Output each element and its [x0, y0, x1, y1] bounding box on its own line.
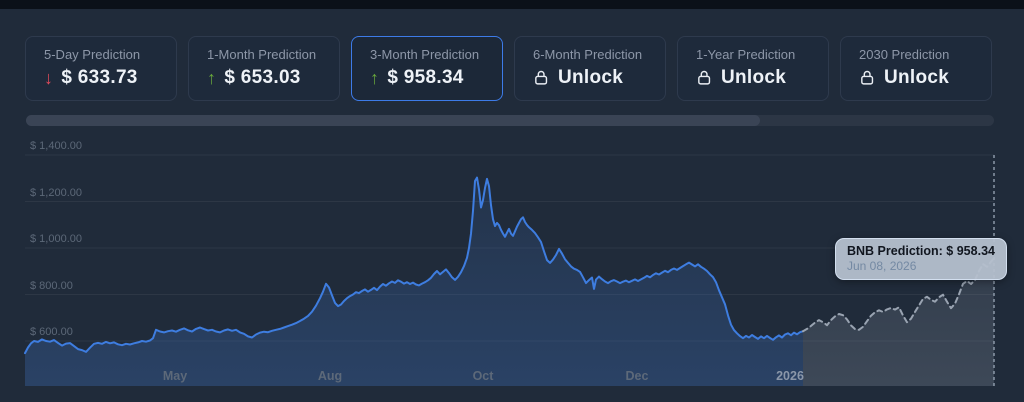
card-title: 5-Day Prediction	[44, 47, 141, 62]
window-top-edge	[0, 0, 1024, 9]
lock-icon	[696, 69, 713, 86]
card-value: ↑ $ 958.34	[370, 67, 502, 89]
y-axis-tick-label: $ 1,000.00	[30, 233, 82, 245]
y-axis-tick-label: $ 800.00	[30, 279, 73, 292]
lock-icon	[859, 69, 876, 86]
x-axis-tick-label: Dec	[625, 369, 649, 383]
chart-horizontal-scrollbar[interactable]	[26, 115, 994, 126]
card-title: 3-Month Prediction	[370, 47, 480, 62]
x-axis-tick-label: Aug	[317, 369, 343, 383]
x-axis-tick-label: 2026	[776, 369, 804, 383]
scrollbar-thumb[interactable]	[26, 115, 760, 126]
card-2030-prediction[interactable]: 2030 Prediction Unlock	[840, 36, 992, 101]
arrow-down-icon: ↓	[44, 68, 54, 88]
card-value: Unlock	[696, 67, 828, 89]
card-1-month-prediction[interactable]: 1-Month Prediction ↑ $ 653.03	[188, 36, 340, 101]
tooltip-title: BNB Prediction: $ 958.34	[847, 244, 995, 258]
card-1-year-prediction[interactable]: 1-Year Prediction Unlock	[677, 36, 829, 101]
tooltip-date: Jun 08, 2026	[847, 259, 917, 273]
history-line	[24, 176, 804, 355]
card-title: 1-Year Prediction	[696, 47, 796, 62]
card-value: ↑ $ 653.03	[207, 67, 339, 89]
card-value-text: Unlock	[884, 67, 950, 88]
y-axis-tick-label: $ 1,400.00	[30, 140, 82, 152]
chart-tooltip: BNB Prediction: $ 958.34 Jun 08, 2026	[835, 238, 1007, 280]
card-title: 6-Month Prediction	[533, 47, 643, 62]
card-3-month-prediction[interactable]: 3-Month Prediction ↑ $ 958.34	[351, 36, 503, 101]
card-value-text: $ 633.73	[61, 67, 138, 88]
prediction-line	[802, 256, 995, 333]
card-value-text: $ 653.03	[224, 67, 301, 88]
card-value-text: $ 958.34	[387, 67, 464, 88]
x-axis-tick-label: Oct	[472, 369, 494, 383]
card-value-text: Unlock	[558, 67, 624, 88]
prediction-cards: 5-Day Prediction ↓ $ 633.73 1-Month Pred…	[25, 36, 992, 101]
arrow-up-icon: ↑	[370, 68, 380, 88]
y-axis-tick-label: $ 600.00	[30, 326, 73, 338]
card-value: Unlock	[533, 67, 665, 89]
card-title: 1-Month Prediction	[207, 47, 317, 62]
x-axis-tick-label: May	[162, 369, 188, 383]
card-6-month-prediction[interactable]: 6-Month Prediction Unlock	[514, 36, 666, 101]
lock-icon	[533, 69, 550, 86]
arrow-up-icon: ↑	[207, 68, 217, 88]
card-value-text: Unlock	[721, 67, 787, 88]
card-title: 2030 Prediction	[859, 47, 950, 62]
card-value: ↓ $ 633.73	[44, 67, 176, 89]
card-5-day-prediction[interactable]: 5-Day Prediction ↓ $ 633.73	[25, 36, 177, 101]
y-axis-tick-label: $ 1,200.00	[30, 186, 82, 199]
card-value: Unlock	[859, 67, 991, 89]
